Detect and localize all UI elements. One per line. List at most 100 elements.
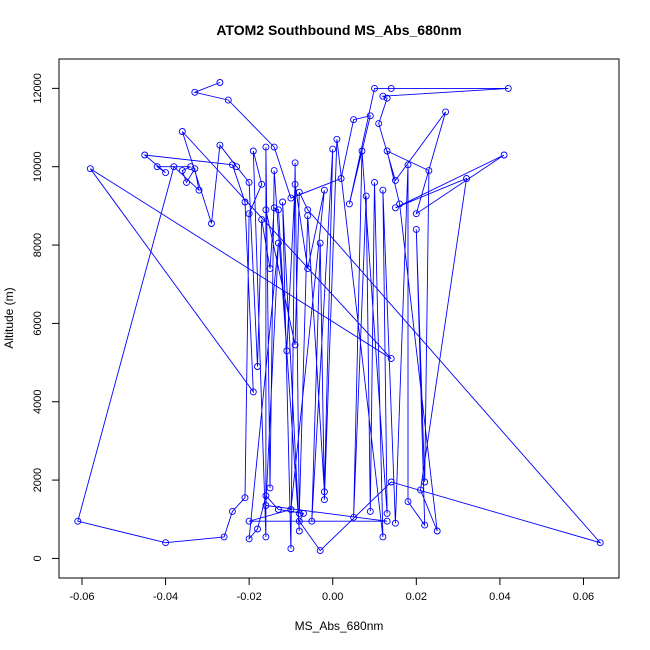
data-point bbox=[195, 186, 203, 194]
data-point bbox=[183, 178, 190, 186]
data-point bbox=[366, 112, 374, 120]
data-point bbox=[320, 186, 328, 194]
data-point bbox=[383, 94, 391, 102]
data-point bbox=[320, 496, 328, 504]
data-point bbox=[254, 525, 261, 533]
data-point bbox=[387, 478, 395, 486]
data-point bbox=[216, 141, 224, 149]
data-point bbox=[291, 341, 299, 349]
data-point bbox=[254, 363, 261, 370]
data-point bbox=[178, 167, 186, 175]
data-point bbox=[262, 533, 270, 541]
x-axis-label: MS_Abs_680nm bbox=[295, 619, 384, 633]
data-point bbox=[187, 163, 195, 171]
data-point bbox=[379, 92, 387, 100]
data-point bbox=[270, 167, 278, 175]
data-point bbox=[262, 502, 270, 509]
data-point bbox=[191, 165, 199, 173]
x-tick-label: 0.06 bbox=[573, 591, 594, 603]
data-point bbox=[262, 143, 270, 151]
data-point bbox=[383, 147, 391, 155]
y-tick-label: 0 bbox=[32, 555, 44, 561]
data-point bbox=[249, 147, 257, 155]
data-point bbox=[258, 180, 266, 188]
data-point bbox=[86, 165, 94, 173]
data-point bbox=[433, 527, 441, 535]
x-axis: -0.06 -0.04 -0.02 0.00 0.02 0.04 0.06 bbox=[69, 577, 594, 603]
data-point bbox=[391, 176, 399, 184]
y-tick-label: 8000 bbox=[32, 233, 44, 257]
data-point bbox=[283, 347, 291, 355]
data-point bbox=[463, 175, 470, 182]
data-point bbox=[141, 151, 149, 159]
data-point bbox=[274, 506, 282, 513]
x-tick-label: 0.04 bbox=[489, 591, 510, 603]
data-point bbox=[295, 509, 303, 517]
data-point bbox=[262, 206, 270, 214]
x-tick-label: -0.06 bbox=[69, 591, 94, 603]
data-point bbox=[300, 509, 307, 517]
data-point bbox=[387, 355, 395, 363]
data-point bbox=[191, 88, 199, 96]
data-point bbox=[320, 488, 328, 496]
data-point bbox=[316, 239, 324, 247]
data-point bbox=[391, 519, 399, 527]
data-point bbox=[316, 547, 324, 555]
y-tick-label: 4000 bbox=[32, 389, 44, 413]
data-point bbox=[308, 517, 316, 525]
data-point bbox=[274, 206, 282, 214]
data-point bbox=[291, 159, 299, 167]
y-tick-label: 6000 bbox=[32, 311, 44, 335]
chart-title: ATOM2 Southbound MS_Abs_680nm bbox=[216, 22, 461, 38]
y-tick-label: 10000 bbox=[32, 151, 44, 182]
data-series bbox=[74, 79, 604, 555]
data-point bbox=[295, 527, 303, 535]
data-point bbox=[162, 169, 170, 177]
data-point bbox=[412, 210, 420, 218]
data-point bbox=[375, 120, 383, 128]
x-tick-label: 0.00 bbox=[322, 591, 343, 603]
data-point bbox=[371, 178, 378, 186]
data-point bbox=[287, 506, 295, 513]
data-point bbox=[208, 220, 215, 227]
data-point bbox=[216, 79, 224, 86]
data-point bbox=[178, 128, 186, 135]
data-point bbox=[220, 533, 228, 541]
x-tick-label: -0.02 bbox=[237, 591, 262, 603]
data-point bbox=[345, 200, 353, 208]
data-point bbox=[162, 539, 170, 547]
data-point bbox=[262, 492, 270, 500]
data-point bbox=[387, 84, 395, 92]
x-tick-label: -0.04 bbox=[153, 591, 178, 603]
data-point bbox=[358, 147, 366, 155]
data-point bbox=[329, 145, 337, 153]
data-point bbox=[304, 265, 312, 273]
data-point bbox=[421, 478, 429, 486]
data-point bbox=[245, 178, 253, 186]
data-point bbox=[245, 517, 253, 525]
data-point bbox=[366, 507, 374, 515]
data-point bbox=[379, 186, 387, 194]
y-tick-label: 2000 bbox=[32, 468, 44, 492]
data-point bbox=[371, 84, 378, 92]
data-point bbox=[228, 161, 236, 169]
data-point bbox=[287, 545, 295, 553]
data-point bbox=[153, 163, 161, 171]
series-line bbox=[77, 82, 602, 552]
data-point bbox=[337, 175, 345, 182]
y-axis: 0 2000 4000 6000 8000 10000 12000 bbox=[32, 73, 60, 561]
data-point bbox=[274, 239, 282, 247]
y-axis-label: Altitude (m) bbox=[2, 287, 16, 348]
data-point bbox=[596, 539, 604, 547]
data-point bbox=[379, 533, 387, 541]
data-point bbox=[417, 486, 424, 494]
data-point bbox=[249, 388, 257, 396]
data-point bbox=[233, 163, 241, 171]
data-point bbox=[350, 513, 358, 521]
data-point bbox=[170, 163, 178, 171]
y-tick-label: 12000 bbox=[32, 73, 44, 104]
data-point bbox=[333, 135, 341, 143]
data-point bbox=[270, 143, 278, 151]
data-point bbox=[504, 84, 512, 92]
